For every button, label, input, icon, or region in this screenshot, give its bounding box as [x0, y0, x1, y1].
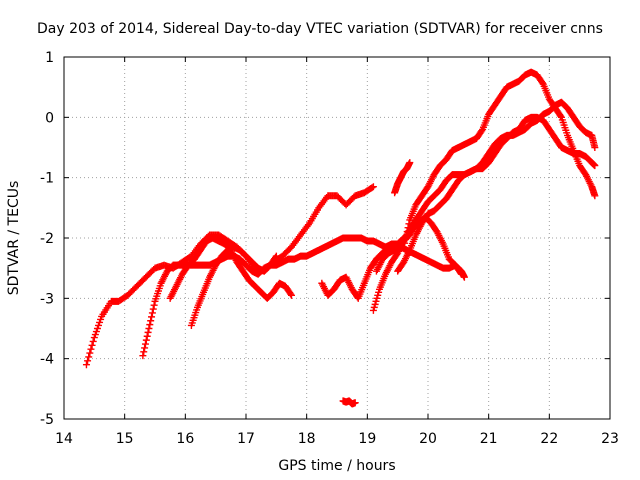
y-axis: -5 -4 -3 -2 -1 0 1 [40, 50, 610, 428]
data-point [272, 252, 280, 260]
data-point [149, 305, 157, 313]
y-tick-label: 0 [45, 110, 54, 126]
data-point [288, 291, 295, 299]
series-track-10 [372, 213, 465, 278]
data-point [84, 357, 92, 365]
data-point [457, 270, 465, 278]
x-tick-label: 14 [55, 431, 73, 447]
x-tick-label: 22 [540, 431, 558, 447]
x-tick-label: 17 [237, 431, 255, 447]
series-track-4 [187, 243, 280, 329]
data-point [591, 162, 599, 170]
series-track-7 [394, 98, 599, 275]
data-point [142, 336, 150, 344]
x-tick-label: 16 [176, 431, 194, 447]
data-point [147, 317, 155, 325]
data-point [557, 112, 565, 120]
x-tick-label: 19 [358, 431, 376, 447]
y-tick-label: 1 [45, 50, 54, 66]
data-point [457, 269, 464, 277]
data-point [88, 341, 96, 349]
data-point [148, 309, 156, 317]
series-track-5 [318, 240, 468, 302]
x-tick-label: 15 [116, 431, 134, 447]
data-points [82, 68, 599, 408]
data-point [146, 321, 154, 329]
data-point [86, 349, 94, 357]
data-point [591, 144, 599, 151]
data-point [369, 183, 377, 191]
y-tick-label: -2 [40, 231, 54, 247]
data-point [144, 328, 152, 336]
data-point [141, 340, 149, 348]
data-point [368, 184, 376, 192]
series-track-11 [339, 397, 359, 408]
data-point [140, 348, 148, 356]
x-axis-label: GPS time / hours [278, 458, 395, 474]
y-tick-label: -4 [40, 352, 54, 368]
y-axis-label: SDTVAR / TECUs [6, 181, 22, 296]
data-point [143, 332, 151, 340]
data-point [287, 290, 295, 298]
data-point [141, 344, 149, 352]
x-axis: 14 15 16 17 18 19 20 21 22 23 [55, 57, 619, 447]
data-point [139, 352, 147, 360]
x-tick-label: 20 [419, 431, 437, 447]
data-point [150, 301, 158, 309]
data-point [145, 325, 153, 332]
data-point [591, 192, 599, 200]
data-point [271, 253, 279, 261]
series-track-1 [82, 183, 377, 369]
y-tick-label: -5 [40, 412, 54, 428]
data-point [405, 220, 413, 228]
x-tick-label: 21 [480, 431, 498, 447]
x-tick-label: 23 [601, 431, 619, 447]
series-track-9 [391, 159, 414, 197]
y-tick-label: -1 [40, 171, 54, 187]
series-track-6 [369, 113, 599, 314]
y-tick-label: -3 [40, 291, 54, 307]
series-track-8 [400, 68, 599, 251]
data-point [148, 313, 156, 321]
data-point [87, 345, 95, 353]
data-point [406, 159, 414, 167]
data-point [351, 399, 359, 407]
data-point [82, 361, 90, 369]
chart-title: Day 203 of 2014, Sidereal Day-to-day VTE… [37, 21, 603, 37]
data-point [89, 337, 97, 345]
x-tick-label: 18 [298, 431, 316, 447]
series-track-2 [139, 231, 414, 360]
data-point [85, 353, 93, 361]
